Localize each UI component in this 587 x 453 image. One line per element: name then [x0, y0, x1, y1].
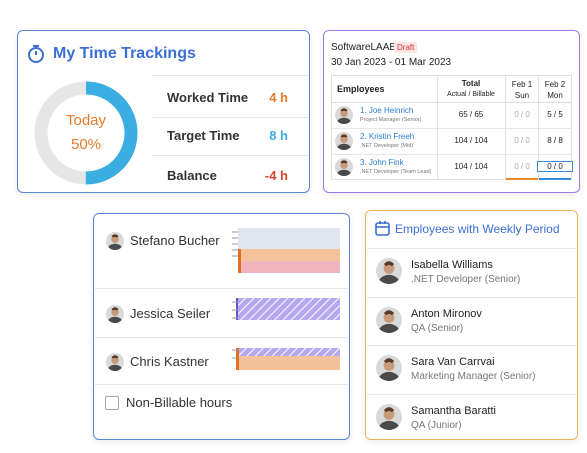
avatar: [376, 355, 402, 381]
column-header: Feb 1: [511, 80, 533, 89]
donut-arc: [34, 81, 138, 185]
avatar: [106, 305, 124, 323]
today-label: Today: [65, 112, 107, 129]
period: 30 Jan 2023 - 01 Mar 2023: [331, 57, 452, 68]
column-subheader: Mon: [547, 91, 563, 100]
divider: [538, 75, 539, 180]
divider: [367, 393, 576, 395]
column-subheader: Sun: [514, 91, 530, 100]
avatar: [335, 106, 353, 124]
day-hours: 0 / 0: [514, 110, 530, 119]
row-value: 8 h: [269, 128, 288, 143]
total: 104 / 104: [454, 136, 488, 145]
employee-name: Jessica Seiler: [130, 306, 211, 321]
divider: [95, 384, 348, 385]
divider: [152, 117, 309, 118]
day-hours: 0 / 0: [514, 162, 530, 171]
underline: [539, 178, 571, 180]
employee-role: .NET Developer (Mid): [360, 143, 414, 149]
employee-name[interactable]: 2. Kristin Freeh: [360, 132, 415, 141]
divider: [152, 155, 309, 156]
employee-name: Chris Kastner: [130, 354, 209, 369]
divider: [95, 288, 348, 289]
row-value: 4 h: [269, 90, 288, 105]
column-header: Feb 2: [544, 80, 566, 89]
divider: [95, 337, 348, 338]
today-percent: 50%: [70, 136, 102, 153]
avatar: [106, 353, 124, 371]
checkbox-label[interactable]: Non-Billable hours: [126, 395, 233, 410]
divider: [505, 75, 506, 180]
divider: [367, 296, 576, 298]
status-badge: Draft: [394, 42, 418, 53]
divider: [367, 345, 576, 346]
divider: [152, 75, 309, 76]
row-value: -4 h: [264, 168, 288, 183]
avatar: [335, 132, 353, 150]
donut: [34, 81, 138, 185]
employee-name[interactable]: 1. Joe Heinrich: [360, 106, 414, 115]
day-hours: 5 / 5: [547, 110, 563, 119]
card-title: My Time Trackings: [53, 45, 196, 62]
calendar-icon: [375, 221, 390, 236]
underline: [506, 178, 538, 180]
stopwatch-icon: [28, 45, 44, 63]
column-header: Employees: [337, 84, 385, 94]
timesheet-card: [323, 30, 580, 193]
divider: [331, 128, 572, 129]
employee-name: Stefano Bucher: [130, 233, 220, 248]
employee-role: .NET Developer (Senior): [411, 274, 521, 285]
column-subheader: Actual / Billable: [447, 91, 495, 98]
card-title: Employees with Weekly Period: [395, 222, 560, 236]
column-header: Total: [461, 79, 481, 88]
row-label: Worked Time: [167, 90, 249, 105]
row-label: Target Time: [167, 128, 240, 143]
day-hours[interactable]: 0 / 0: [537, 161, 573, 172]
employee-role: .NET Developer (Team Lead): [360, 169, 432, 175]
checkbox[interactable]: [105, 396, 119, 410]
day-hours: 8 / 8: [547, 136, 563, 145]
timesheet-table: [331, 75, 572, 180]
day-hours: 0 / 0: [514, 136, 530, 145]
divider: [331, 102, 572, 103]
avatar: [376, 258, 402, 284]
divider: [437, 75, 438, 180]
employee-role: QA (Junior): [411, 419, 462, 431]
avatar: [376, 403, 402, 430]
company: SoftwareLAAB: [331, 42, 397, 53]
employee-name: Isabella Williams: [411, 259, 493, 271]
employee-role: Project Manager (Senior): [360, 117, 422, 123]
divider: [367, 248, 576, 249]
employee-role: QA (Senior): [411, 322, 464, 334]
avatar: [335, 158, 353, 176]
time-tracking-card: [17, 30, 310, 193]
divider: [331, 154, 572, 155]
avatar: [376, 306, 402, 333]
row-label: Balance: [167, 168, 217, 183]
hour-bars: [232, 228, 340, 370]
employee-name: Samantha Baratti: [411, 404, 496, 417]
employee-name: Sara Van Carrvai: [411, 356, 495, 368]
total: 104 / 104: [454, 162, 488, 171]
employee-name: Anton Mironov: [411, 307, 482, 320]
total: 65 / 65: [458, 110, 484, 119]
avatar: [106, 232, 124, 250]
employee-name[interactable]: 3. John Fink: [360, 158, 404, 167]
employee-role: Marketing Manager (Senior): [411, 371, 536, 382]
